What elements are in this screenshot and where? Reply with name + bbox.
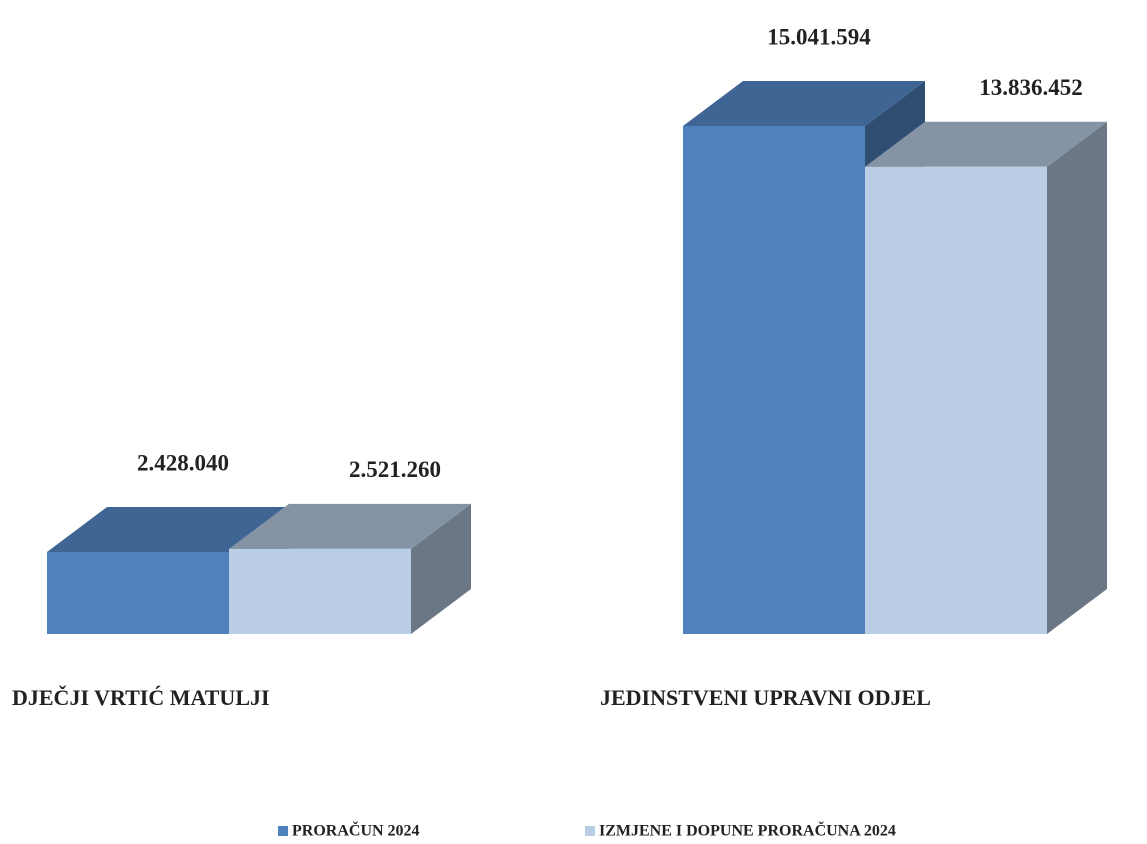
legend-label: PRORAČUN 2024 xyxy=(292,821,420,840)
legend-label: IZMJENE I DOPUNE PRORAČUNA 2024 xyxy=(599,821,896,840)
category-label: DJEČJI VRTIĆ MATULJI xyxy=(12,685,270,710)
bar xyxy=(229,548,411,634)
value-label: 2.521.260 xyxy=(349,457,441,482)
legend-swatch xyxy=(585,826,595,836)
value-label: 15.041.594 xyxy=(767,24,871,49)
bar-top xyxy=(683,81,925,126)
bar-top xyxy=(229,503,471,549)
bar xyxy=(47,551,229,634)
category-label: JEDINSTVENI UPRAVNI ODJEL xyxy=(600,685,931,710)
value-label: 2.428.040 xyxy=(137,450,229,475)
legend-swatch xyxy=(278,826,288,836)
bar-top xyxy=(865,121,1107,167)
bar-side xyxy=(1047,121,1107,634)
bar xyxy=(683,126,865,634)
value-label: 13.836.452 xyxy=(979,75,1083,100)
bar-top xyxy=(47,506,289,552)
bar xyxy=(865,166,1047,634)
bar-side xyxy=(411,503,471,634)
